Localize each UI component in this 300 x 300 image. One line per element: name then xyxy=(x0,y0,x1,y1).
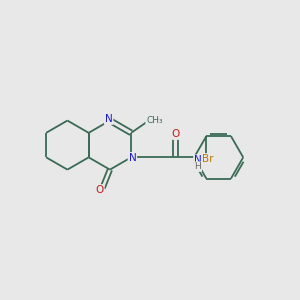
Text: Br: Br xyxy=(202,154,213,164)
Text: N: N xyxy=(194,155,202,165)
Text: CH₃: CH₃ xyxy=(146,116,163,125)
Text: N: N xyxy=(105,114,112,124)
Text: O: O xyxy=(171,129,179,139)
Text: O: O xyxy=(95,185,104,195)
Text: H: H xyxy=(194,162,201,171)
Text: N: N xyxy=(128,153,136,163)
